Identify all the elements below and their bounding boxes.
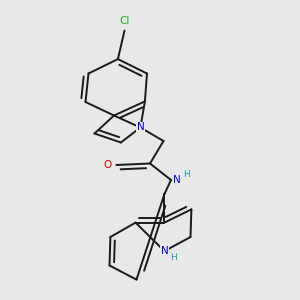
Text: H: H	[170, 253, 177, 262]
Text: N: N	[173, 175, 181, 185]
Text: N: N	[160, 246, 168, 256]
Text: O: O	[103, 160, 112, 170]
Text: Cl: Cl	[119, 16, 130, 26]
Text: N: N	[136, 122, 144, 133]
Text: H: H	[183, 170, 190, 179]
